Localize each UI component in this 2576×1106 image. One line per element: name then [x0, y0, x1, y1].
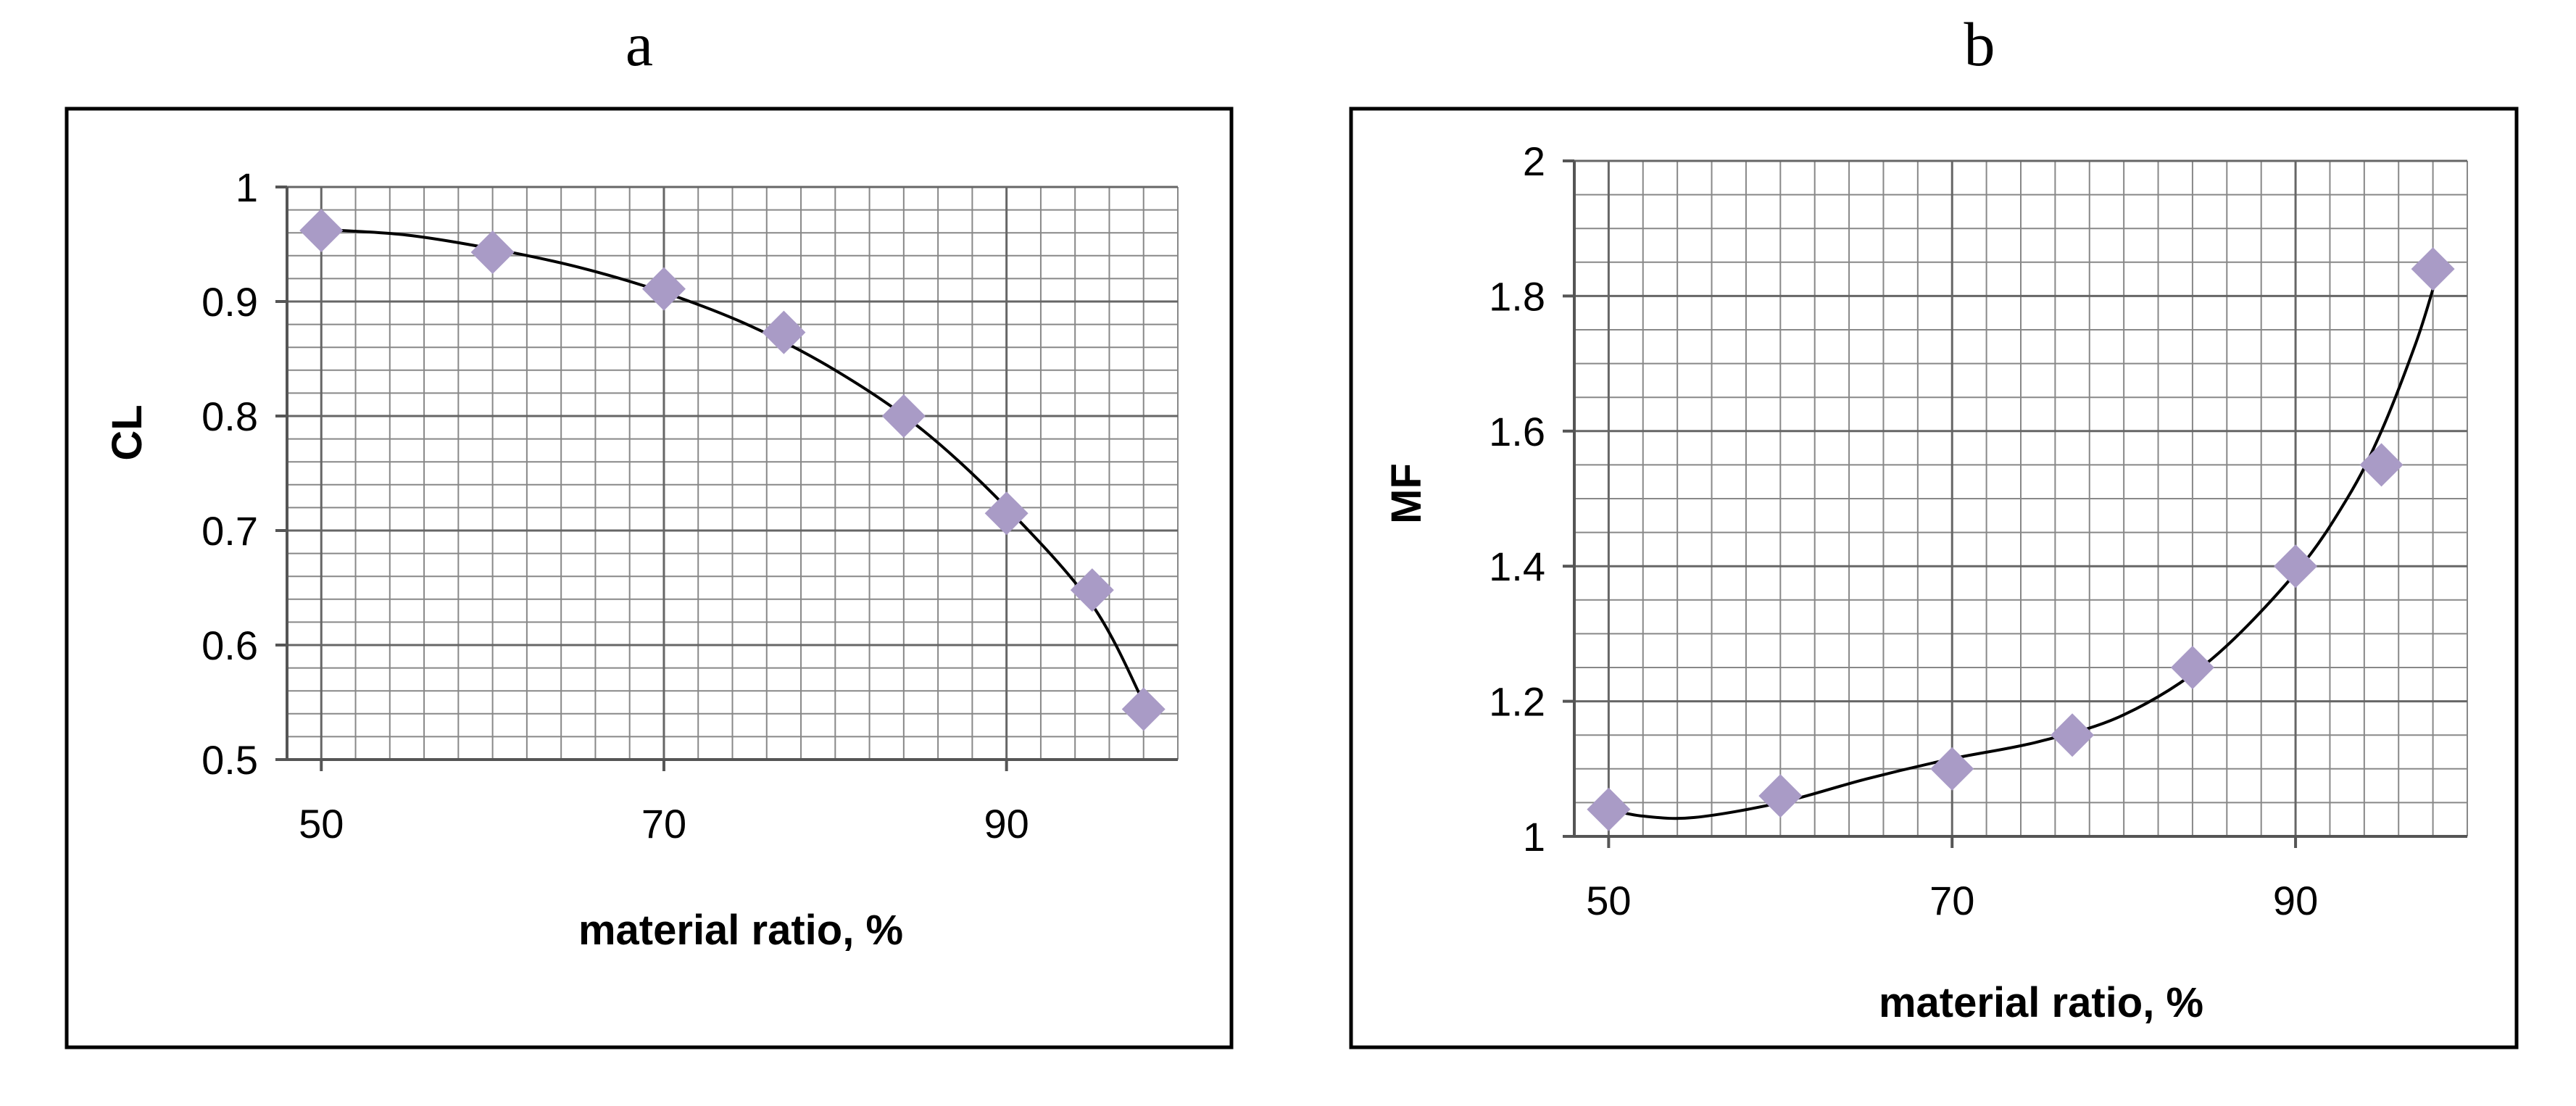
x-axis-title-a: material ratio, %: [578, 907, 903, 954]
y-tick-label-a: 0.5: [201, 737, 258, 783]
data-point-b: [1758, 774, 1803, 818]
data-point-b: [1930, 747, 1974, 791]
y-tick-label-a: 0.6: [201, 623, 258, 668]
y-tick-label-a: 1: [236, 165, 258, 210]
data-point-b: [2274, 544, 2318, 589]
data-point-a: [641, 267, 686, 311]
x-tick-label-b: 50: [1586, 878, 1631, 923]
panel-label-a: a: [626, 9, 653, 79]
x-tick-label-a: 70: [641, 801, 686, 847]
chart-frame-a: [65, 107, 1234, 1049]
data-point-a: [470, 230, 515, 275]
y-tick-label-b: 1.8: [1489, 273, 1545, 319]
y-tick-label-b: 1: [1523, 814, 1545, 860]
y-tick-label-a: 0.7: [201, 508, 258, 554]
plot-area-b: 1 1.2 1.4 1.6 1.8 2 50 70 90: [1489, 138, 2468, 923]
data-point-a: [299, 209, 344, 253]
y-axis-title-a: CL: [104, 404, 151, 460]
trendline-b: [1608, 288, 2435, 820]
y-tick-label-b: 1.2: [1489, 679, 1545, 725]
y-tick-label-a: 0.8: [201, 394, 258, 439]
y-tick-label-b: 2: [1523, 138, 1545, 184]
x-axis-title-b: material ratio, %: [1879, 979, 2203, 1026]
data-point-b: [2051, 713, 2095, 757]
y-tick-label-b: 1.6: [1489, 409, 1545, 454]
y-tick-label-b: 1.4: [1489, 544, 1545, 589]
x-tick-label-b: 70: [1929, 878, 1974, 923]
data-point-a: [984, 491, 1029, 536]
y-axis-title-b: MF: [1383, 463, 1430, 524]
plot-area-a: 0.5 0.6 0.7 0.8 0.9 1 50 70 90: [201, 165, 1179, 847]
y-tick-label-a: 0.9: [201, 279, 258, 325]
data-point-a: [1070, 568, 1114, 612]
data-point-b: [1587, 787, 1631, 831]
panel-a: a 0.5 0.6 0.7 0.8 0.9 1 50 70 90 material ratio,…: [65, 9, 1234, 1049]
data-point-a: [881, 394, 926, 438]
data-point-a: [762, 310, 806, 354]
x-tick-label-a: 50: [299, 801, 344, 847]
data-point-a: [1121, 687, 1166, 731]
data-point-b: [2411, 247, 2455, 291]
data-point-b: [2170, 646, 2214, 689]
panel-label-b: b: [1964, 9, 1995, 79]
x-tick-label-b: 90: [2273, 878, 2318, 923]
data-point-b: [2359, 443, 2403, 487]
chart-frame-b: [1349, 107, 2519, 1049]
x-tick-label-a: 90: [984, 801, 1029, 847]
panel-b: b 1 1.2 1.4 1.6 1.8 2 50 70 90 material ratio, %…: [1349, 9, 2519, 1049]
